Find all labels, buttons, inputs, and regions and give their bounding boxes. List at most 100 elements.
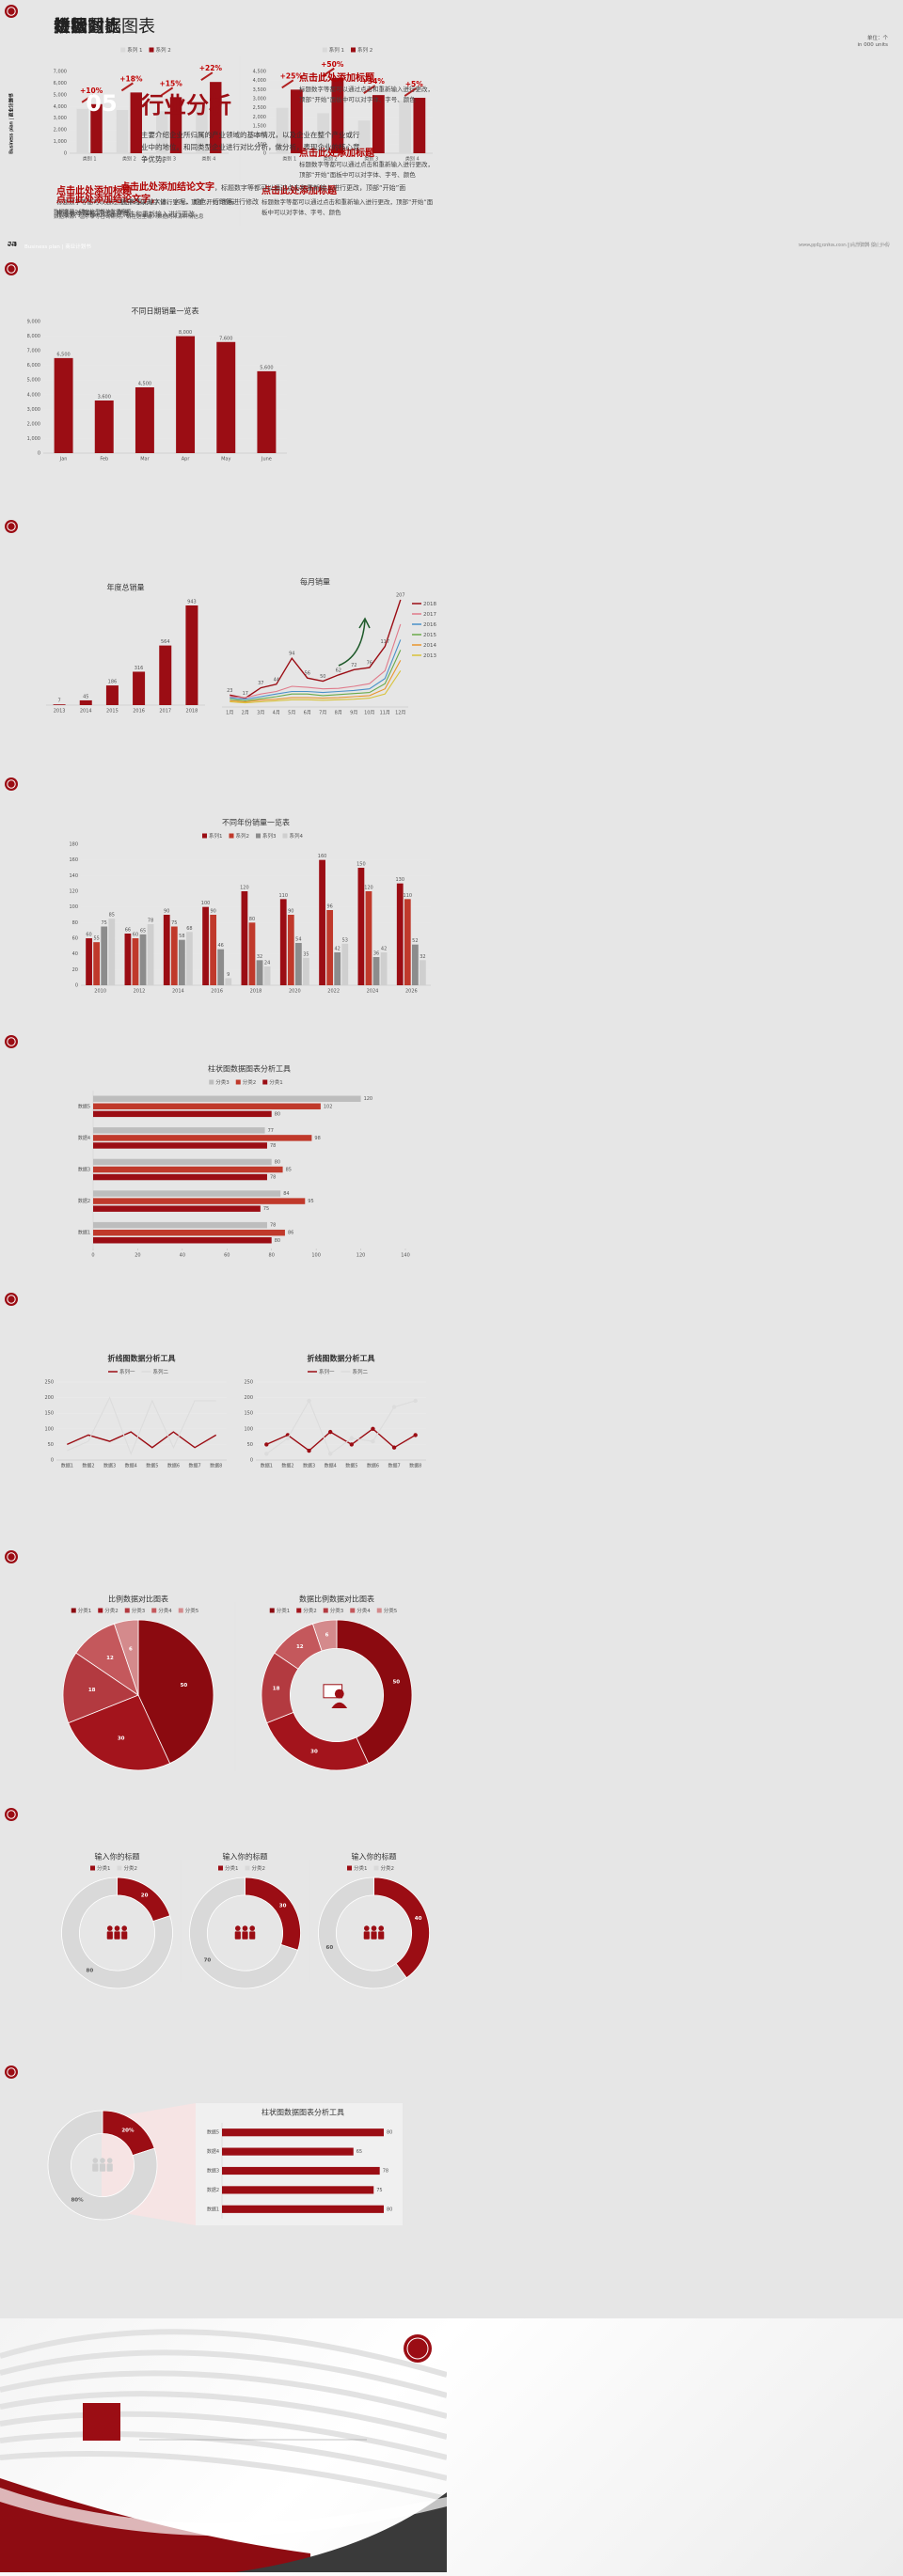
bar	[341, 943, 349, 985]
bar	[365, 891, 372, 985]
legend-label: 分类1	[225, 1864, 239, 1872]
page-number: 45	[8, 241, 17, 248]
legend-swatch	[235, 1079, 241, 1085]
x-tick-label: May	[221, 457, 230, 463]
bar	[210, 915, 217, 985]
section-title: 行业分析	[141, 92, 231, 118]
y-tick-label: 180	[69, 842, 78, 848]
legend-label: 分类5	[384, 1607, 398, 1614]
bar	[372, 957, 380, 985]
data-label: 62	[336, 668, 341, 673]
annotation-arrow	[322, 67, 335, 77]
bar	[334, 952, 341, 985]
x-tick-label: 数据3	[103, 1463, 116, 1469]
bar	[411, 944, 419, 985]
data-label: 65	[356, 2149, 362, 2155]
bar	[90, 103, 103, 153]
data-label: 9	[227, 972, 230, 978]
data-label: 12	[106, 1656, 114, 1661]
legend-label: 分类1	[97, 1864, 111, 1872]
data-label: 32	[257, 954, 262, 960]
legend-swatch	[351, 47, 356, 53]
data-label: 84	[283, 1191, 289, 1197]
y-tick-label: 0	[51, 1458, 54, 1464]
data-label: 564	[161, 639, 170, 645]
data-label: 75	[376, 2188, 382, 2193]
legend-label: 系列2	[236, 832, 250, 840]
legend: 分类1 分类2 分类3 分类4 分类5	[269, 1607, 398, 1614]
x-tick-label: 2018	[250, 989, 262, 995]
legend-swatch	[350, 1608, 356, 1613]
icon	[92, 2163, 99, 2172]
icon	[249, 1931, 256, 1940]
bar	[222, 2147, 354, 2156]
logo	[5, 1808, 18, 1821]
slide: 折线图数据分析工具 系列一 系列二 0 50 100 150 200 250 数据1 数据2 数据3 数…	[0, 17, 903, 1546]
y-tick-label: 数据2	[207, 2187, 219, 2193]
annotation: +34%	[362, 77, 386, 86]
x-tick-label: 类别 2	[324, 156, 338, 163]
legend-swatch	[149, 47, 154, 53]
y-tick-label: 数据4	[78, 1135, 90, 1141]
page-number: 43	[8, 241, 17, 248]
bar	[399, 100, 412, 153]
data-label: 6	[325, 1633, 329, 1639]
x-tick-label: 类别 1	[282, 156, 296, 163]
data-label: 52	[412, 938, 418, 944]
legend-label: 分类2	[104, 1607, 119, 1614]
data-label: 40	[415, 1916, 422, 1922]
y-tick-label: 8,000	[27, 334, 40, 339]
x-tick-label: 类别 3	[364, 156, 378, 163]
data-label: 70	[204, 1958, 212, 1964]
data-label: 24	[264, 961, 270, 966]
slide-title: 饼图	[54, 17, 87, 37]
source-note: 数据来源：温尔泰等咨询研究，请在这里输入数据的来源详情信息	[54, 214, 204, 220]
icon	[100, 2158, 105, 2163]
legend-swatch	[98, 1608, 103, 1613]
data-label: 85	[286, 1168, 292, 1173]
legend-swatch	[71, 1608, 76, 1613]
footer: www.pptgenius.com | 内部资料 禁止外传	[798, 243, 890, 248]
data-label: 42	[381, 947, 387, 952]
y-tick-label: 数据5	[78, 1103, 90, 1109]
slide-title: 折线图表	[54, 17, 121, 37]
x-tick-label: 数据7	[388, 1463, 400, 1469]
logo	[7, 522, 16, 531]
logo	[5, 1293, 18, 1306]
bar	[93, 1158, 272, 1166]
chart-title: 输入你的标题	[223, 1852, 268, 1861]
legend-label: 分类5	[185, 1607, 199, 1614]
y-tick-label: 数据1	[207, 2206, 219, 2212]
legend-label: 分类2	[243, 1078, 257, 1086]
data-label: 80%	[71, 2198, 84, 2204]
x-tick-label: 40	[180, 1253, 185, 1259]
bar	[93, 1166, 283, 1173]
bar	[222, 2128, 384, 2137]
y-tick-label: 4,000	[253, 78, 266, 84]
y-tick-label: 1,500	[253, 124, 266, 130]
bar	[159, 645, 172, 705]
x-tick-label: 2013	[54, 709, 66, 715]
footer: www.pptgenius.com | 内部资料 禁止外传	[798, 243, 890, 248]
data-label: 95	[308, 1199, 313, 1204]
x-tick-label: 2月	[242, 711, 249, 716]
line	[230, 639, 402, 700]
data-label: 76	[367, 661, 372, 667]
x-tick-label: 数据4	[325, 1463, 337, 1469]
bar	[156, 111, 168, 153]
annotation-arrow	[200, 71, 214, 82]
x-tick-label: 80	[269, 1253, 275, 1259]
legend-label: 分类2	[381, 1864, 395, 1872]
x-tick-label: 数据2	[281, 1463, 293, 1469]
data-label: 60	[133, 933, 138, 938]
y-tick-label: 0	[38, 451, 40, 457]
legend-swatch	[218, 1865, 223, 1871]
legend-label: 2013	[423, 653, 436, 659]
chart-title: 不同年份销量一览表	[222, 818, 290, 827]
bar	[79, 699, 92, 705]
data-label: 80	[387, 2130, 392, 2136]
footer: www.pptgenius.com | 内部资料 禁止外传	[798, 243, 890, 248]
bar	[133, 671, 146, 705]
icon	[378, 1931, 385, 1940]
slide-title: 饼图	[54, 17, 87, 37]
